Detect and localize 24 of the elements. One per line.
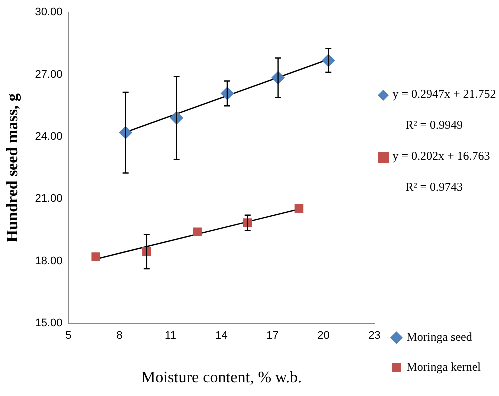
legend-label: Moringa seed — [406, 330, 472, 344]
y-tick-label: 30.00 — [35, 6, 63, 19]
point — [92, 252, 100, 262]
text: y = 0.202x + 16.763 — [392, 149, 490, 164]
point — [294, 204, 304, 214]
x-tick-label: 8 — [116, 330, 123, 342]
legend-label: Moringa kernel — [406, 360, 482, 374]
x-tick-label: 14 — [216, 330, 228, 342]
y-tick-label: 18.00 — [35, 255, 63, 268]
x-tick-label: 20 — [318, 330, 330, 342]
text: R² = 0.9949 — [406, 118, 464, 132]
x-tick-label: 5 — [66, 330, 72, 342]
y-tick-label: 24.00 — [35, 131, 63, 144]
text: R² = 0.9743 — [406, 180, 464, 194]
x-axis-title: Moisture content, % w.b. — [141, 370, 302, 387]
point — [193, 228, 202, 237]
x-tick-label: 23 — [368, 330, 381, 342]
x-tick-label: 11 — [165, 330, 176, 342]
y-tick-label: 15.00 — [35, 318, 63, 330]
y-tick-label: 27.00 — [35, 68, 63, 81]
text: y = 0.2947x + 21.752 — [392, 87, 496, 102]
y-tick-label: 21.00 — [35, 193, 63, 206]
y-axis-title: Hundred seed mass, g — [4, 94, 22, 243]
x-tick-label: 17 — [266, 330, 279, 342]
